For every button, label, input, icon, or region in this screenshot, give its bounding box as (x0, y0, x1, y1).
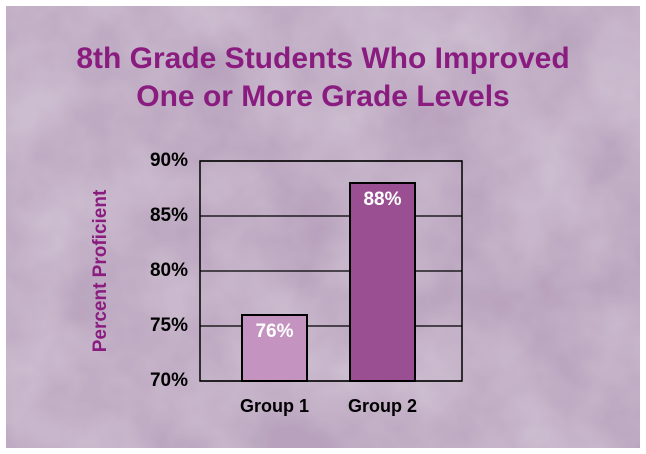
y-tick-label: 90% (150, 150, 188, 171)
x-tick-label: Group 1 (240, 396, 309, 416)
bar (241, 314, 308, 382)
y-tick-label: 80% (150, 260, 188, 281)
y-axis-label: Percent Proficient (90, 189, 111, 352)
x-tick-label: Group 2 (348, 396, 417, 416)
y-tick-label: 85% (150, 205, 188, 226)
value-label: 88% (363, 189, 401, 210)
y-tick-label: 70% (150, 370, 188, 391)
chart-title: One or More Grade Levels (136, 80, 509, 113)
value-label: 76% (255, 321, 293, 342)
background (6, 6, 640, 448)
bar (349, 182, 416, 382)
y-tick-label: 75% (150, 315, 188, 336)
chart-title: 8th Grade Students Who Improved (76, 42, 569, 75)
